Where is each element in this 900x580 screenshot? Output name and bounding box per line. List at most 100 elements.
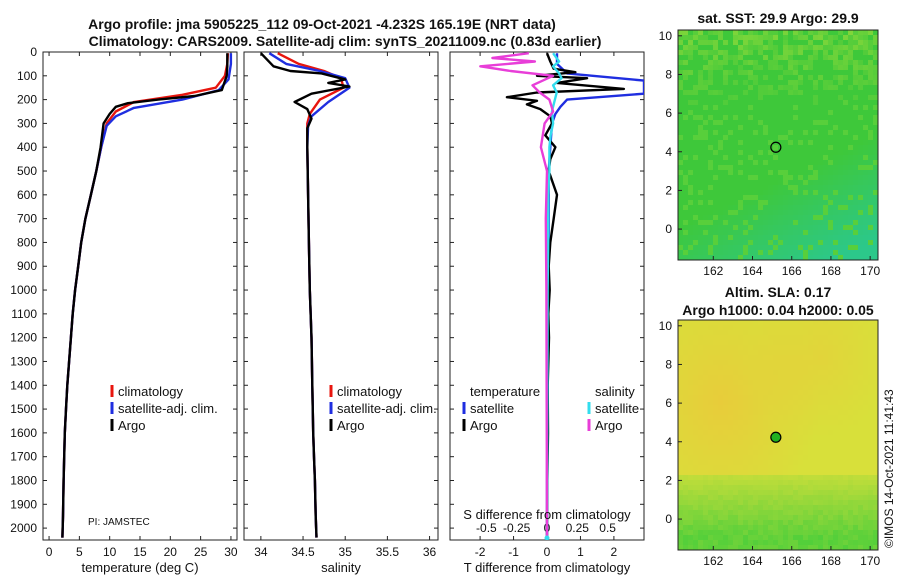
map-cell [838, 475, 844, 481]
map-cell [863, 90, 869, 96]
map-cell [743, 330, 749, 336]
map-cell [873, 155, 879, 161]
map-cell [723, 200, 729, 206]
map-cell [698, 105, 704, 111]
map-cell [748, 45, 754, 51]
map-cell [763, 195, 769, 201]
map-cell [808, 105, 814, 111]
map-cell [738, 220, 744, 226]
map-cell [858, 440, 864, 446]
map-cell [773, 425, 779, 431]
map-cell [828, 225, 834, 231]
map-cell [688, 500, 694, 506]
map-cell [703, 445, 709, 451]
map-cell [698, 535, 704, 541]
map-cell [848, 170, 854, 176]
map-cell [728, 160, 734, 166]
map-cell [833, 195, 839, 201]
map-cell [743, 535, 749, 541]
map-cell [758, 215, 764, 221]
map-cell [818, 340, 824, 346]
map-cell [873, 95, 879, 101]
map-cell [823, 475, 829, 481]
map-cell [778, 345, 784, 351]
map-cell [848, 360, 854, 366]
map-cell [778, 380, 784, 386]
map-cell [713, 480, 719, 486]
map-cell [858, 520, 864, 526]
map-cell [838, 70, 844, 76]
map-cell [808, 180, 814, 186]
map-cell [808, 75, 814, 81]
map-cell [763, 500, 769, 506]
map-cell [873, 90, 879, 96]
map-cell [708, 515, 714, 521]
map-cell [683, 335, 689, 341]
map-cell [783, 185, 789, 191]
map-cell [698, 225, 704, 231]
map-cell [798, 540, 804, 546]
y-tick-label: 1100 [11, 307, 37, 321]
map-cell [873, 255, 879, 261]
map-cell [858, 475, 864, 481]
map-cell [873, 425, 879, 431]
map-cell [798, 545, 804, 551]
map-cell [778, 495, 784, 501]
map-cell [743, 165, 749, 171]
map-cell [773, 200, 779, 206]
map-cell [873, 395, 879, 401]
map-cell [823, 120, 829, 126]
map-cell [708, 465, 714, 471]
map-cell [843, 330, 849, 336]
map-cell [693, 180, 699, 186]
map-cell [743, 530, 749, 536]
map-cell [788, 515, 794, 521]
map-cell [783, 360, 789, 366]
map-cell [703, 500, 709, 506]
map-cell [753, 400, 759, 406]
map-cell [678, 395, 684, 401]
map-cell [693, 110, 699, 116]
map-cell [773, 540, 779, 546]
map-cell [828, 150, 834, 156]
legend-title-salinity: salinity [595, 384, 635, 399]
map-cell [713, 255, 719, 261]
map-cell [753, 475, 759, 481]
map-cell [818, 115, 824, 121]
map-cell [718, 120, 724, 126]
map-cell [753, 95, 759, 101]
map-cell [873, 325, 879, 331]
map-cell [723, 390, 729, 396]
map-cell [683, 75, 689, 81]
map-cell [788, 120, 794, 126]
map-cell [718, 210, 724, 216]
map-cell [688, 150, 694, 156]
map-cell [733, 160, 739, 166]
map-cell [808, 370, 814, 376]
map-cell [753, 100, 759, 106]
map-cell [683, 85, 689, 91]
map-cell [853, 350, 859, 356]
map-cell [873, 420, 879, 426]
map-cell [748, 545, 754, 551]
map-cell [818, 105, 824, 111]
map-cell [868, 255, 874, 261]
map-cell [853, 420, 859, 426]
map-cell [718, 125, 724, 131]
map-cell [773, 515, 779, 521]
map-cell [858, 530, 864, 536]
map-cell [693, 120, 699, 126]
map-cell [823, 70, 829, 76]
map-cell [798, 155, 804, 161]
map-cell [823, 390, 829, 396]
map-cell [718, 50, 724, 56]
map-cell [768, 55, 774, 61]
map-cell [873, 200, 879, 206]
map-cell [848, 135, 854, 141]
map-cell [813, 220, 819, 226]
map-cell [768, 150, 774, 156]
map-cell [783, 40, 789, 46]
map-cell [758, 115, 764, 121]
map-cell [683, 460, 689, 466]
map-cell [698, 325, 704, 331]
